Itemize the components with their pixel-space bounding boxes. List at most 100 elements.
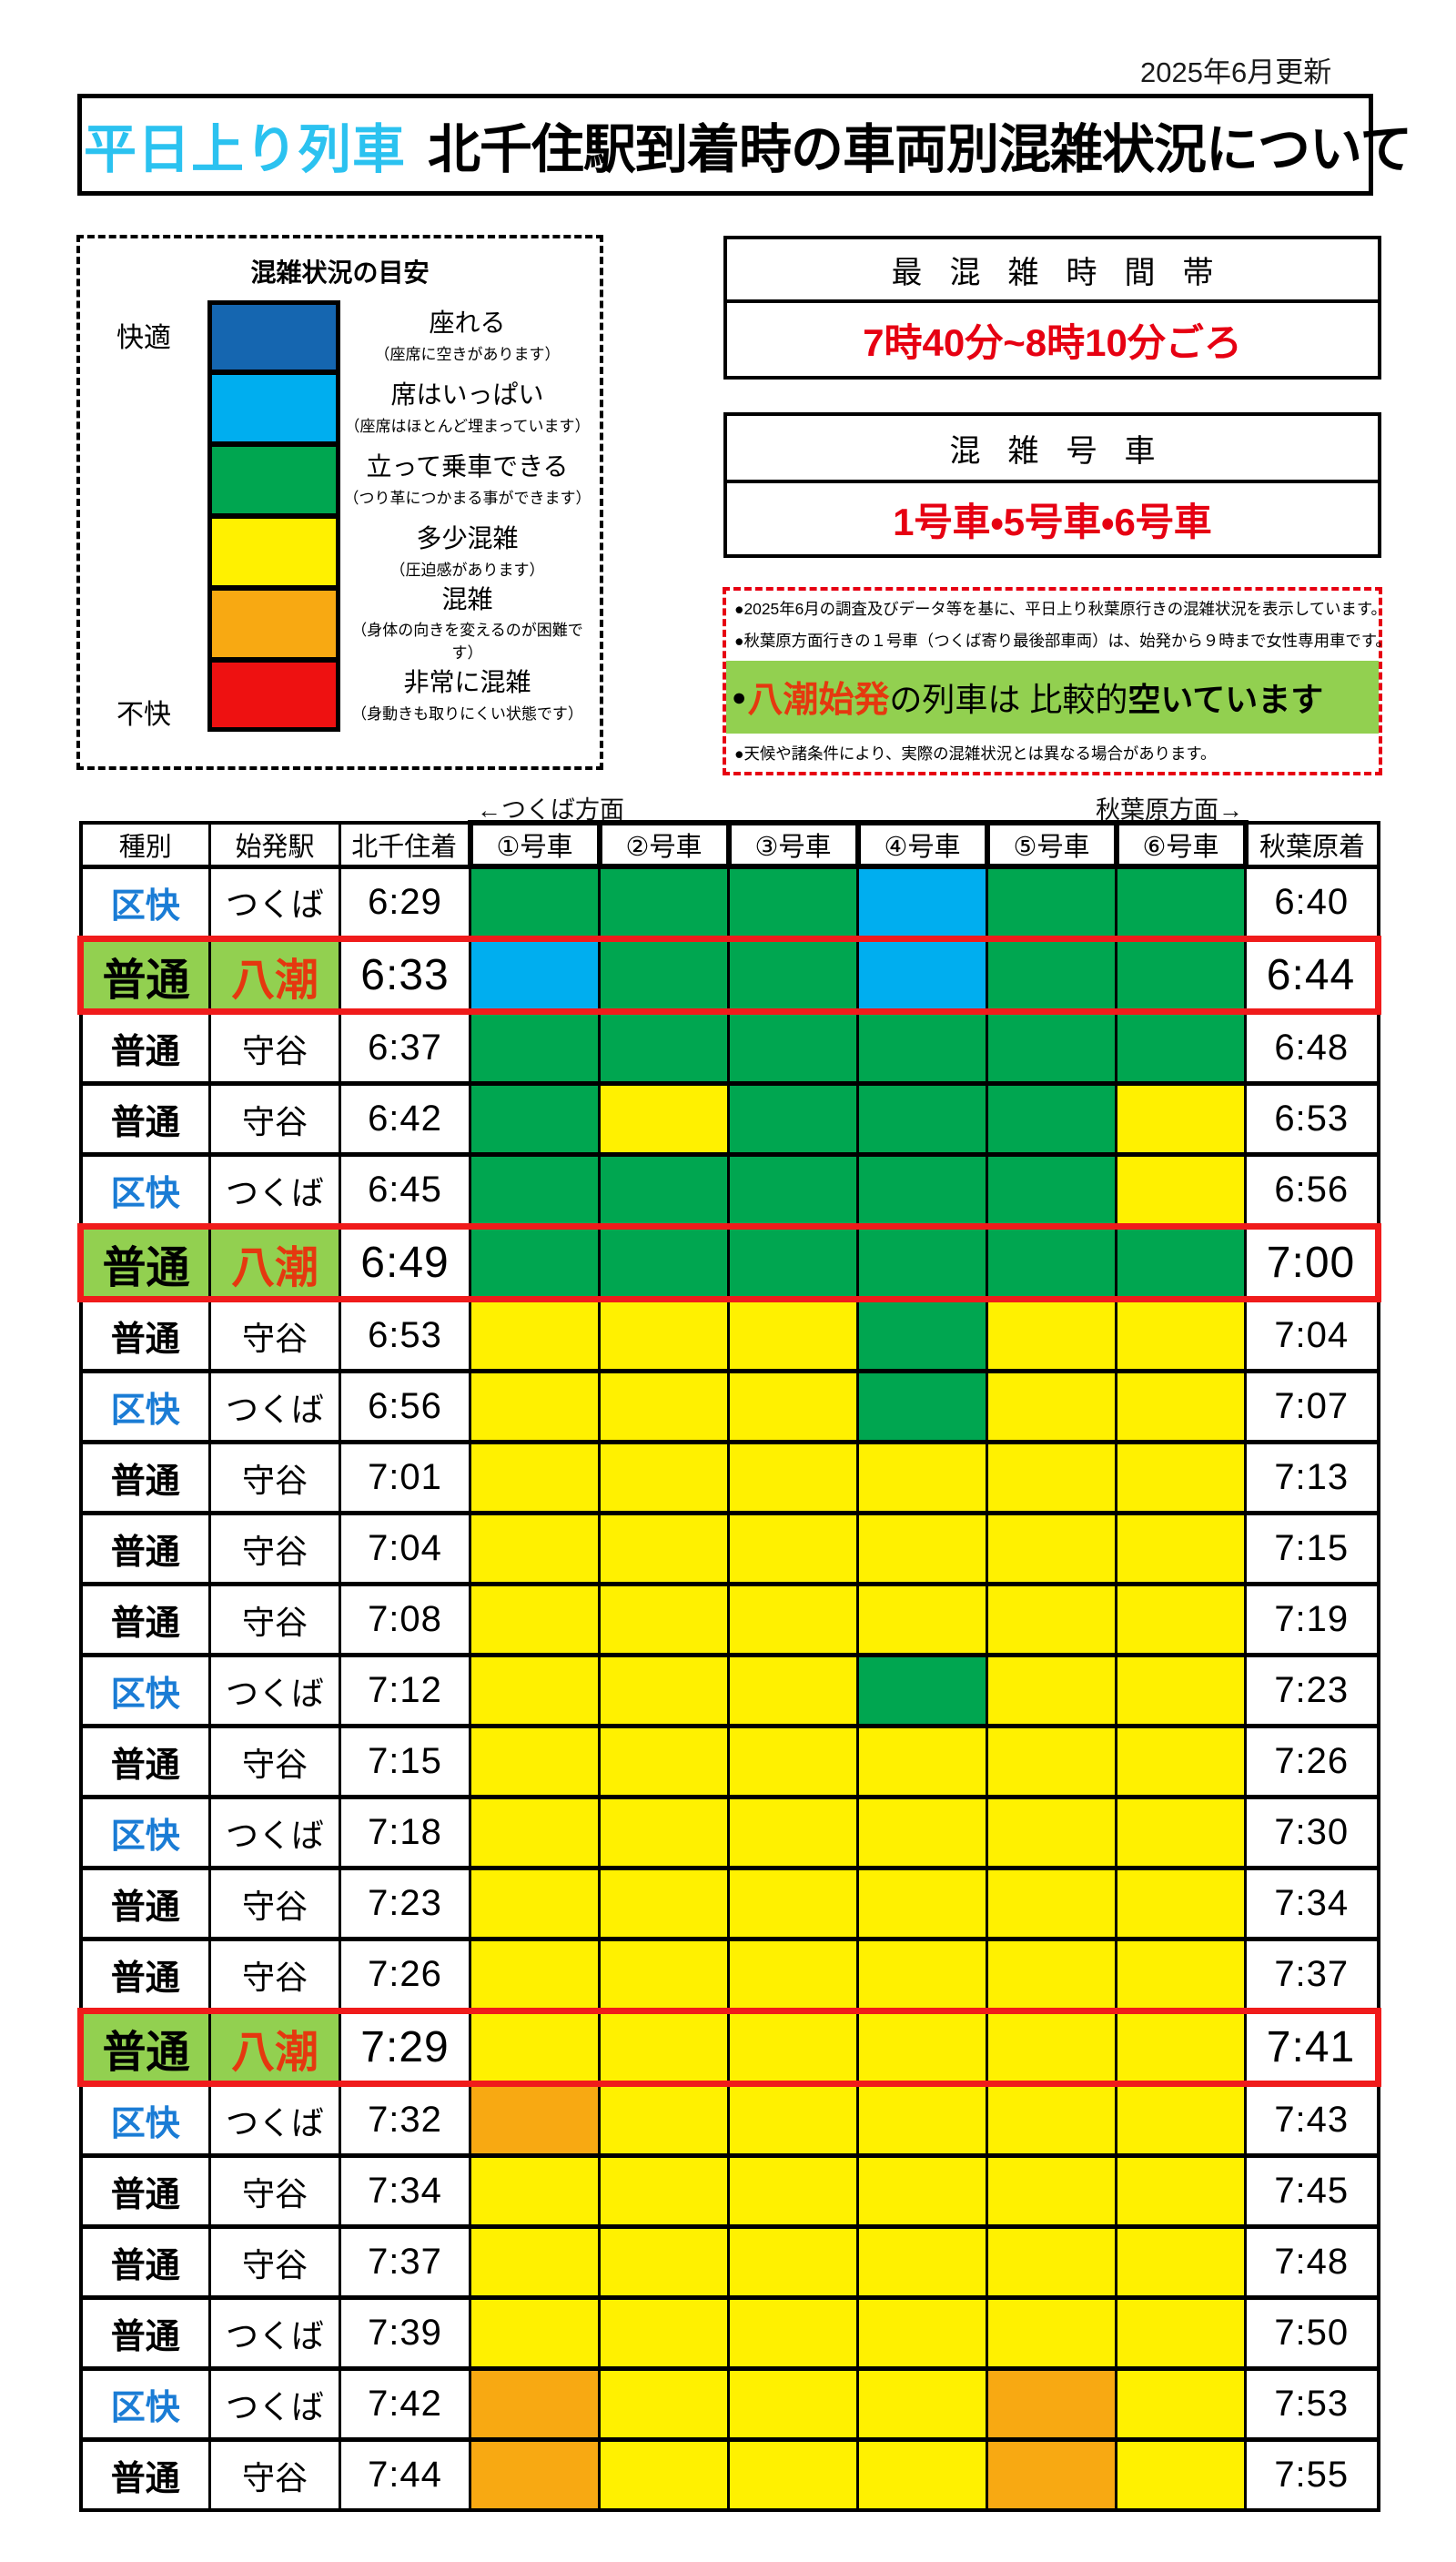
less-crowded-emphasis: 空いています <box>1127 681 1324 718</box>
legend-label-crowded: 混雑 （身体の向きを変えるのが困難です） <box>340 585 594 662</box>
car-1-congestion-cell <box>469 1297 601 1372</box>
train-row: 普通 守谷 6:53 7:04 <box>79 1297 1380 1372</box>
legend-swatch-crowded <box>207 588 340 660</box>
origin-station-cell: 守谷 <box>208 2224 341 2299</box>
note-survey: ●2025年6月の調査及びデータ等を基に、平日上り秋葉原行きの混雑状況を表示して… <box>734 600 1387 618</box>
car-3-congestion-cell <box>727 2224 859 2299</box>
kitasenju-arrival-cell: 6:49 <box>339 1223 471 1302</box>
car-6-congestion-cell <box>1115 1866 1247 1940</box>
car-5-congestion-cell <box>986 1795 1117 1869</box>
train-type-cell: 区快 <box>79 2081 211 2157</box>
car-6-congestion-cell <box>1115 1297 1247 1372</box>
car-4-congestion-cell <box>856 1724 988 1798</box>
kitasenju-arrival-cell: 7:34 <box>339 2153 471 2228</box>
car-2-congestion-cell <box>598 1582 730 1656</box>
car-6-congestion-cell <box>1115 936 1247 1015</box>
kitasenju-arrival-cell: 7:08 <box>339 1582 471 1656</box>
car-5-congestion-cell <box>986 1653 1117 1727</box>
bullet-icon: ● <box>732 683 747 711</box>
car-5-congestion-cell <box>986 1937 1117 2012</box>
legend-swatch-seats-full <box>207 372 340 444</box>
train-type-cell: 普通 <box>79 1937 211 2012</box>
car-5-congestion-cell <box>986 864 1117 940</box>
car-3-congestion-cell <box>727 1937 859 2012</box>
legend-swatch-somewhat-crowded <box>207 516 340 588</box>
car-3-congestion-cell <box>727 2366 859 2441</box>
train-type-cell: 普通 <box>79 2224 211 2299</box>
akihabara-arrival-cell: 7:53 <box>1244 2366 1380 2441</box>
train-type-cell: 普通 <box>79 2295 211 2370</box>
car-5-congestion-cell <box>986 2366 1117 2441</box>
akihabara-arrival-cell: 6:40 <box>1244 864 1380 940</box>
car-2-congestion-cell <box>598 936 730 1015</box>
origin-station-cell: つくば <box>208 2366 341 2441</box>
direction-akihabara-label: 秋葉原方面→ <box>1096 796 1243 824</box>
akihabara-arrival-cell: 7:15 <box>1244 1511 1380 1585</box>
car-6-congestion-cell <box>1115 1009 1247 1085</box>
train-type-cell: 普通 <box>79 1009 211 1085</box>
akihabara-arrival-cell: 7:04 <box>1244 1297 1380 1372</box>
car-1-congestion-cell <box>469 1081 601 1156</box>
header-row: 種別 始発駅 北千住着 ①号車 ②号車 ③号車 ④号車 ⑤号車 ⑥号車 秋葉原着 <box>79 820 1380 869</box>
column-header-9: 秋葉原着 <box>1244 821 1380 869</box>
origin-station-cell: 守谷 <box>208 1511 341 1585</box>
car-1-congestion-cell <box>469 1511 601 1585</box>
car-6-congestion-cell <box>1115 2081 1247 2157</box>
car-2-congestion-cell <box>598 1795 730 1869</box>
origin-station-cell: 守谷 <box>208 1724 341 1798</box>
akihabara-arrival-cell: 7:19 <box>1244 1582 1380 1656</box>
weekday-inbound-badge: 平日上り列車 <box>84 120 407 179</box>
legend-label-can-stand: 立って乗車できる （つり革につかまる事ができます） <box>340 444 594 516</box>
car-5-congestion-cell <box>986 1223 1117 1302</box>
train-row: 区快 つくば 6:45 6:56 <box>79 1152 1380 1228</box>
kitasenju-arrival-cell: 6:37 <box>339 1009 471 1085</box>
car-3-congestion-cell <box>727 2081 859 2157</box>
car-1-congestion-cell <box>469 1152 601 1228</box>
train-type-cell: 普通 <box>79 1724 211 1798</box>
page-title: 平日上り列車 北千住駅到着時の車両別混雑状況について <box>77 94 1412 196</box>
car-3-congestion-cell <box>727 1297 859 1372</box>
train-type-cell: 普通 <box>77 1223 211 1302</box>
train-type-cell: 区快 <box>79 2366 211 2441</box>
car-2-congestion-cell <box>598 1009 730 1085</box>
car-3-congestion-cell <box>727 1511 859 1585</box>
train-type-cell: 普通 <box>79 1440 211 1514</box>
yashio-highlight-note: ● 八潮始発 の列車は 比較的 空いています <box>726 661 1379 734</box>
kitasenju-arrival-cell: 7:01 <box>339 1440 471 1514</box>
car-3-congestion-cell <box>727 1369 859 1443</box>
kitasenju-arrival-cell: 7:23 <box>339 1866 471 1940</box>
train-row: 区快 つくば 7:32 7:43 <box>79 2081 1380 2157</box>
legend-title: 混雑状況の目安 <box>250 258 430 287</box>
note-women-only-car: ●秋葉原方面行きの１号車（つくば寄り最後部車両）は、始発から９時まで女性専用車で… <box>734 632 1391 650</box>
train-row: 普通 守谷 7:01 7:13 <box>79 1440 1380 1514</box>
kitasenju-arrival-cell: 7:39 <box>339 2295 471 2370</box>
car-4-congestion-cell <box>856 2366 988 2441</box>
column-header-0: 種別 <box>79 821 211 869</box>
car-2-congestion-cell <box>598 2366 730 2441</box>
car-1-congestion-cell <box>469 1937 601 2012</box>
column-header-6: ④号車 <box>854 820 990 869</box>
car-3-congestion-cell <box>727 1440 859 1514</box>
peak-time-header: 最混雑時間帯 <box>723 236 1381 303</box>
origin-station-cell: 守谷 <box>208 2437 341 2512</box>
kitasenju-arrival-cell: 6:53 <box>339 1297 471 1372</box>
car-2-congestion-cell <box>598 1152 730 1228</box>
car-2-congestion-cell <box>598 2295 730 2370</box>
train-type-cell: 普通 <box>77 2008 211 2087</box>
column-header-3: ①号車 <box>467 820 602 869</box>
car-2-congestion-cell <box>598 1223 730 1302</box>
car-3-congestion-cell <box>727 1582 859 1656</box>
kitasenju-arrival-cell: 7:12 <box>339 1653 471 1727</box>
train-row: 区快 つくば 6:29 6:40 <box>79 864 1380 940</box>
car-4-congestion-cell <box>856 1795 988 1869</box>
car-4-congestion-cell <box>856 1152 988 1228</box>
akihabara-arrival-cell: 7:48 <box>1244 2224 1380 2299</box>
car-6-congestion-cell <box>1115 864 1247 940</box>
kitasenju-arrival-cell: 7:29 <box>339 2008 471 2087</box>
train-row: 普通 守谷 7:23 7:34 <box>79 1866 1380 1940</box>
origin-station-cell: つくば <box>208 1795 341 1869</box>
car-4-congestion-cell <box>856 864 988 940</box>
akihabara-arrival-cell: 7:55 <box>1244 2437 1380 2512</box>
origin-station-cell: つくば <box>208 1369 341 1443</box>
legend-label-main: 座れる <box>429 309 506 338</box>
